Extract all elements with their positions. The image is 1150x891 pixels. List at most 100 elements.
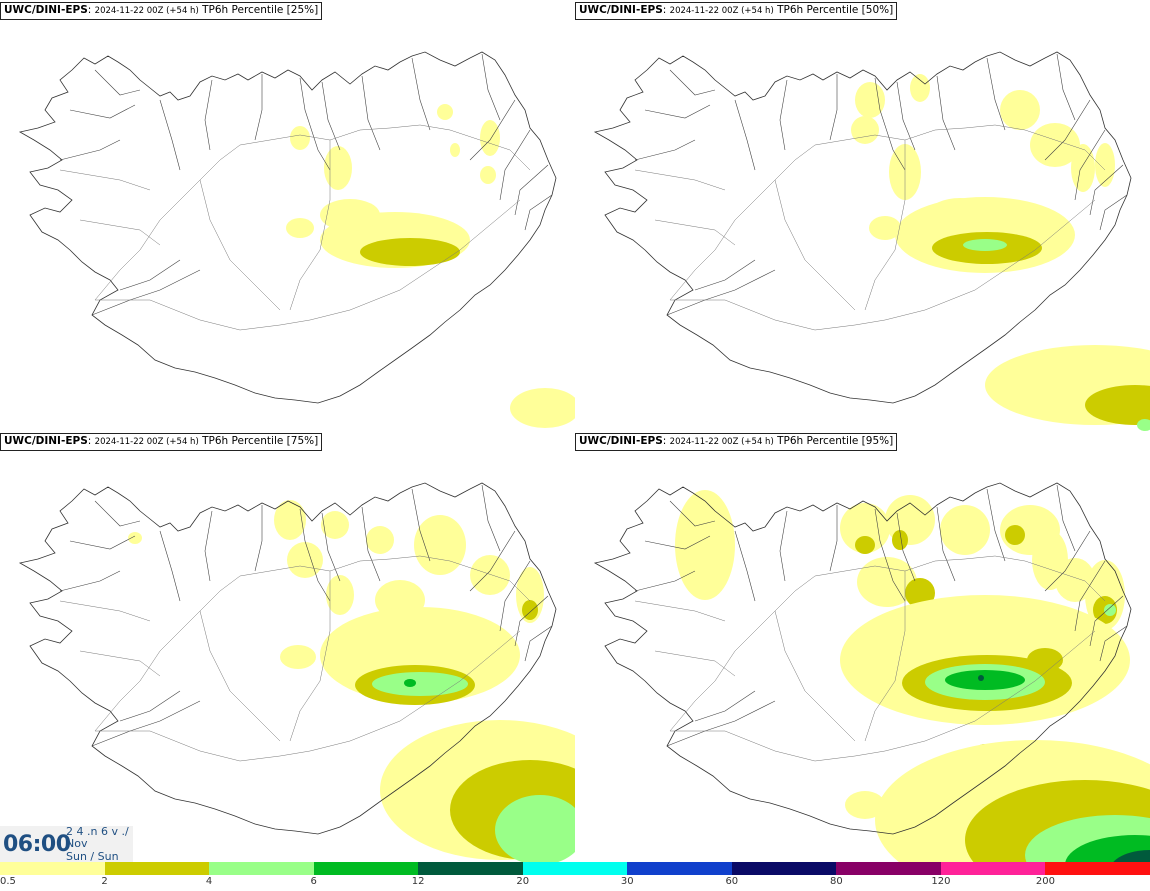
- precip-contour: [480, 166, 496, 184]
- road-line: [95, 199, 521, 331]
- field-label: TP6h Percentile [25%]: [202, 4, 319, 16]
- precip-contour: [1000, 90, 1040, 130]
- precip-contour: [1005, 525, 1025, 545]
- precip-colorbar: [0, 862, 1150, 875]
- precip-contour: [857, 557, 917, 607]
- fjord-line: [666, 269, 776, 316]
- map-p50-canvas: [593, 51, 1150, 431]
- precip-contour: [1095, 143, 1115, 187]
- fjord-line: [321, 512, 341, 582]
- road-line: [289, 571, 331, 742]
- fjord-line: [119, 690, 181, 722]
- precip-contour: [910, 74, 930, 102]
- colorbar-tick-label: 2: [101, 876, 108, 887]
- fjord-line: [254, 74, 263, 141]
- fjord-line: [1056, 53, 1076, 121]
- precip-contour: [450, 143, 460, 157]
- fjord-line: [361, 506, 381, 582]
- iceland-coastline: [18, 482, 557, 835]
- precip-contour: [326, 575, 354, 615]
- road-line: [654, 219, 736, 246]
- fjord-line: [634, 139, 696, 161]
- colorbar-segment: [0, 862, 105, 875]
- valid-day-line: 2 4 .n 6 v ./: [66, 826, 129, 838]
- fjord-line: [514, 164, 549, 216]
- colorbar-tick-label: 20: [516, 876, 530, 887]
- precip-contour: [274, 500, 306, 540]
- valid-weekday: Sun / Sun: [66, 850, 119, 863]
- panel-title: UWC/DINI-EPS: 2024-11-22 00Z (+54 h) TP6…: [0, 2, 323, 20]
- valid-month: Nov: [66, 837, 88, 850]
- fjord-line: [204, 79, 213, 151]
- precip-contour: [1137, 419, 1150, 431]
- fjord-line: [321, 81, 341, 151]
- colorbar-tick-label: 30: [620, 876, 634, 887]
- road-line: [634, 600, 726, 622]
- precip-contour: [495, 795, 575, 862]
- precip-contour: [510, 388, 575, 428]
- fjord-line: [1089, 595, 1124, 647]
- fjord-line: [829, 505, 838, 572]
- precip-contour: [414, 515, 466, 575]
- fjord-line: [936, 506, 956, 582]
- road-line: [864, 140, 906, 311]
- road-line: [670, 630, 1096, 762]
- road-line: [199, 179, 281, 311]
- fjord-line: [299, 508, 331, 602]
- fjord-line: [694, 690, 756, 722]
- iceland-coastline: [593, 482, 1132, 835]
- fjord-line: [204, 510, 213, 582]
- fjord-line: [94, 500, 141, 527]
- precip-contour: [1030, 123, 1080, 167]
- panel-title: UWC/DINI-EPS: 2024-11-22 00Z (+54 h) TP6…: [575, 433, 898, 451]
- fjord-line: [1099, 194, 1128, 231]
- precip-contour: [290, 126, 310, 150]
- fjord-line: [469, 99, 516, 161]
- precip-contour: [892, 530, 908, 550]
- map-p75-canvas: [18, 482, 575, 862]
- fjord-line: [734, 530, 756, 602]
- fjord-line: [644, 104, 711, 119]
- fjord-line: [524, 194, 553, 231]
- precip-contour: [978, 675, 984, 681]
- road-line: [59, 600, 151, 622]
- fjord-line: [1044, 530, 1091, 592]
- precip-field: [128, 500, 575, 862]
- colorbar-tick-label: 0.5: [0, 876, 16, 887]
- precip-contour: [280, 645, 316, 669]
- road-line: [79, 219, 161, 246]
- fjord-line: [1099, 625, 1128, 662]
- fjord-line: [119, 259, 181, 291]
- fjord-line: [1056, 484, 1076, 552]
- precip-contour: [128, 532, 142, 544]
- iceland-coastline: [593, 51, 1132, 404]
- precip-contour: [675, 490, 735, 600]
- precip-contour: [1113, 850, 1150, 862]
- iceland-coastline: [18, 51, 557, 404]
- road-line: [774, 179, 856, 311]
- precip-contour: [320, 199, 380, 231]
- run-time: 2024-11-22 00Z (+54 h): [94, 6, 199, 16]
- fjord-line: [874, 77, 906, 171]
- colorbar-segment: [836, 862, 941, 875]
- fjord-line: [779, 510, 788, 582]
- precip-field: [675, 490, 1150, 862]
- fjord-line: [94, 69, 141, 96]
- road-line: [199, 610, 281, 742]
- precip-contour: [437, 104, 453, 120]
- run-time: 2024-11-22 00Z (+54 h): [94, 437, 199, 447]
- colorbar-segment: [313, 862, 419, 875]
- fjord-line: [254, 505, 263, 572]
- fjord-line: [469, 530, 516, 592]
- fjord-line: [91, 269, 201, 316]
- model-name: UWC/DINI-EPS: [4, 4, 88, 16]
- colorbar-segment: [209, 862, 314, 875]
- fjord-line: [481, 484, 501, 552]
- precip-contour: [286, 218, 314, 238]
- colorbar-tick-label: 12: [411, 876, 425, 887]
- panel-title: UWC/DINI-EPS: 2024-11-22 00Z (+54 h) TP6…: [575, 2, 898, 20]
- fjord-line: [59, 139, 121, 161]
- precip-field: [851, 74, 1150, 431]
- valid-time-box: 06:00 2 4 .n 6 v ./ Nov Sun / Sun: [0, 826, 133, 862]
- precip-contour: [522, 600, 538, 620]
